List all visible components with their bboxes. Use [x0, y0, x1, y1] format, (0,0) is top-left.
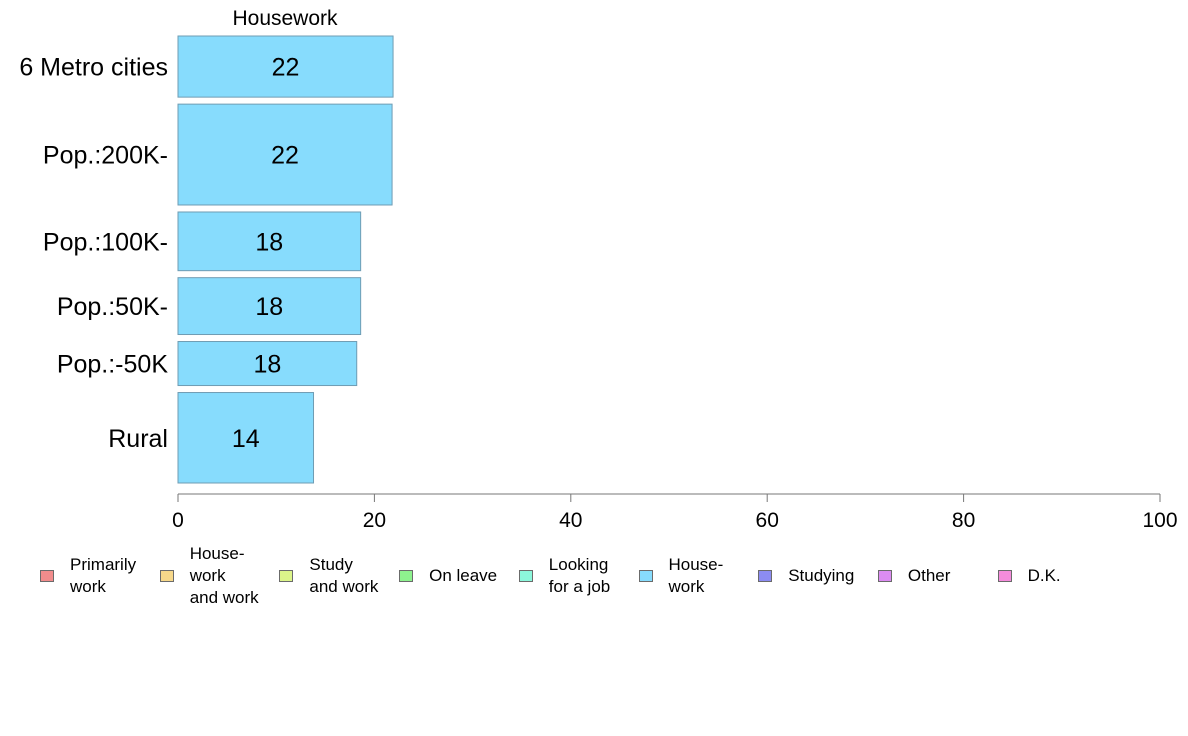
legend-item-2: Study and work	[279, 542, 378, 610]
legend-label-7: Other	[907, 566, 951, 585]
legend-item-4: Looking for a job	[518, 542, 611, 610]
category-label-4: Pop.:-50K	[57, 351, 169, 379]
category-label-2: Pop.:100K-	[43, 228, 168, 256]
bar-4	[177, 341, 358, 387]
legend-swatch-2	[279, 570, 294, 582]
legend-item-6: Studying	[758, 542, 854, 610]
bar-value-label-3: 18	[255, 293, 283, 321]
bar-3	[177, 277, 362, 336]
legend-label-1: House- work and work	[189, 544, 259, 607]
x-tick-label-2: 40	[559, 509, 582, 532]
legend-label-4: Looking for a job	[548, 555, 611, 596]
bar-value-label-1: 22	[271, 142, 299, 170]
legend-item-1: House- work and work	[159, 542, 259, 610]
x-tick-label-3: 60	[756, 509, 779, 532]
bar-0	[177, 35, 394, 98]
category-label-0: 6 Metro cities	[19, 54, 168, 82]
legend-label-8: D.K.	[1027, 566, 1061, 585]
bar-value-label-2: 18	[255, 228, 283, 256]
legend-item-8: D.K.	[997, 542, 1061, 610]
legend-swatch-5	[638, 570, 653, 582]
category-label-1: Pop.:200K-	[43, 142, 168, 170]
bar-value-label-0: 22	[272, 54, 300, 82]
legend-label-5: House- work	[668, 555, 724, 596]
bar-2	[177, 211, 362, 272]
bar-chart: Housework 22 6 Metro cities 22 Pop.:200K- 18…	[19, 7, 1177, 532]
legend: Primarily work House- work and work Study …	[0, 542, 1188, 612]
bar-value-label-4: 18	[253, 351, 281, 379]
legend-item-5: House- work	[638, 542, 724, 610]
legend-swatch-7	[877, 570, 892, 582]
legend-label-0: Primarily work	[70, 555, 137, 596]
legend-swatch-6	[758, 570, 773, 582]
x-tick-label-5: 100	[1142, 509, 1177, 532]
x-tick-label-1: 20	[363, 509, 386, 532]
legend-swatch-8	[997, 570, 1012, 582]
legend-item-3: On leave	[399, 542, 497, 610]
legend-label-2: Study and work	[309, 555, 379, 596]
category-label-5: Rural	[108, 425, 168, 453]
legend-label-6: Studying	[788, 566, 855, 585]
legend-swatch-3	[399, 570, 414, 582]
bar-value-label-5: 14	[232, 425, 260, 453]
chart-title: Housework	[232, 7, 338, 30]
bar-5	[177, 392, 315, 484]
x-tick-label-4: 80	[952, 509, 975, 532]
legend-swatch-4	[518, 570, 533, 582]
category-label-3: Pop.:50K-	[57, 293, 168, 321]
legend-swatch-1	[159, 570, 174, 582]
bar-1	[177, 103, 393, 206]
legend-item-0: Primarily work	[40, 542, 136, 610]
legend-item-7: Other	[877, 542, 951, 610]
x-tick-label-0: 0	[172, 509, 184, 532]
legend-label-3: On leave	[429, 566, 498, 585]
legend-swatch-0	[40, 570, 54, 582]
